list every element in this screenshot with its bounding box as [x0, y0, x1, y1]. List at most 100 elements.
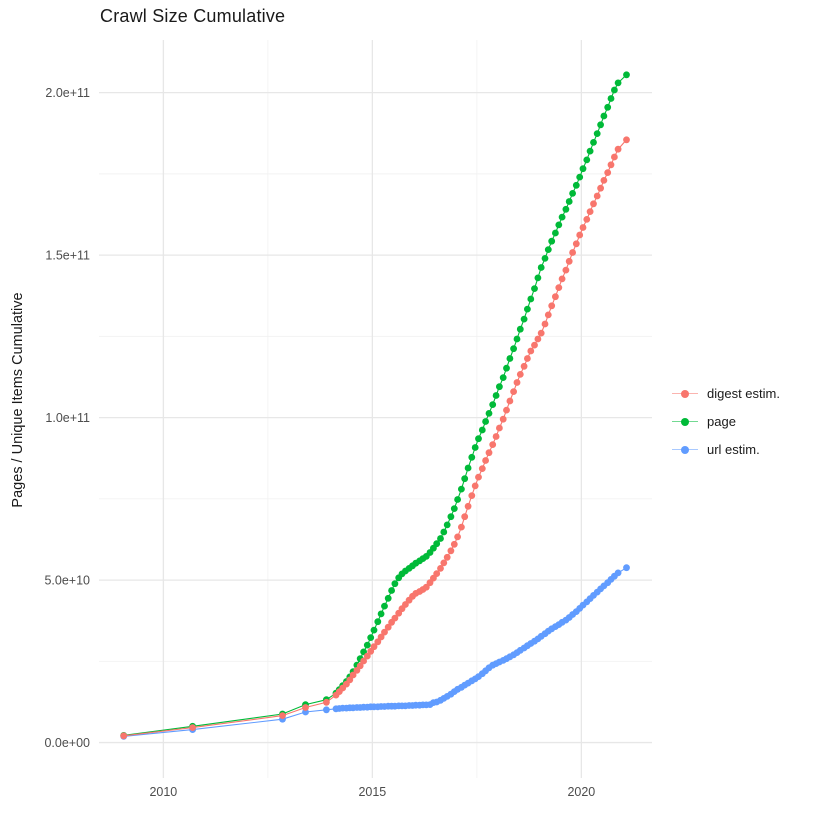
legend-key-url [672, 442, 698, 456]
data-point [370, 643, 378, 651]
data-point [499, 374, 507, 381]
data-point [583, 216, 591, 223]
data-point [579, 165, 587, 173]
data-point [531, 285, 538, 292]
data-point [597, 184, 604, 192]
data-point [440, 528, 448, 536]
data-point [482, 457, 489, 464]
data-point [510, 345, 517, 353]
data-point [447, 513, 455, 521]
data-point [586, 147, 594, 155]
data-point [552, 293, 559, 301]
data-point [572, 181, 580, 189]
data-point [443, 521, 451, 529]
data-point [492, 433, 500, 440]
data-point [562, 205, 570, 213]
data-point [478, 465, 486, 472]
data-point [475, 473, 482, 481]
y-tick-label: 0.0e+00 [44, 736, 90, 750]
data-point [527, 295, 535, 303]
data-point [349, 671, 357, 679]
data-point [555, 221, 563, 229]
legend-label: digest estim. [707, 385, 780, 401]
data-point [503, 406, 510, 414]
data-point [450, 540, 458, 548]
legend: digest estim. page url estim. [672, 379, 780, 463]
data-point [506, 355, 514, 362]
data-point [572, 240, 580, 248]
data-point [534, 274, 542, 282]
data-point [583, 156, 591, 164]
data-point [433, 570, 441, 577]
data-point [485, 410, 493, 417]
data-point [302, 704, 309, 711]
data-point [189, 724, 197, 731]
data-point [611, 153, 618, 161]
data-point [510, 388, 517, 395]
y-tick-label: 5.0e+10 [44, 574, 90, 588]
data-point [374, 618, 382, 626]
data-point [496, 424, 503, 432]
data-point [579, 224, 587, 231]
data-point [555, 284, 563, 291]
data-point [468, 492, 476, 499]
data-point [506, 397, 514, 405]
data-point [597, 121, 604, 129]
data-point [485, 449, 493, 457]
data-point [524, 355, 531, 362]
data-point [600, 177, 608, 184]
data-point [527, 347, 535, 355]
data-point [562, 266, 570, 274]
legend-point-swatch [681, 445, 689, 454]
data-point [458, 523, 465, 531]
y-tick-label: 2.0e+11 [45, 86, 90, 100]
data-point [443, 553, 451, 561]
data-point [513, 335, 521, 343]
series-line-page [123, 74, 627, 736]
data-point [377, 633, 385, 641]
data-point [384, 594, 392, 602]
data-point [437, 565, 444, 572]
data-point [565, 257, 573, 265]
data-point [496, 383, 503, 391]
data-point [541, 255, 549, 262]
legend-point-swatch [681, 417, 689, 426]
data-point [623, 71, 630, 79]
x-tick-label: 2015 [358, 785, 386, 799]
data-point [454, 533, 461, 541]
data-point [614, 569, 622, 577]
x-tick-label: 2020 [567, 785, 595, 799]
data-point [611, 86, 618, 94]
data-point [468, 453, 476, 461]
legend-label: url estim. [707, 441, 760, 457]
x-tick-label: 2010 [149, 785, 177, 799]
data-point [464, 464, 472, 472]
data-point [360, 657, 367, 665]
data-point [593, 192, 601, 200]
data-point [544, 246, 552, 254]
data-point [558, 275, 566, 283]
data-point [447, 547, 455, 555]
data-point [614, 145, 622, 153]
legend-key-page [672, 414, 698, 428]
data-point [120, 732, 128, 740]
data-point [440, 559, 448, 567]
legend-item-page: page [672, 407, 780, 435]
legend-label: page [707, 413, 736, 429]
data-point [604, 103, 612, 111]
data-point [363, 641, 371, 649]
data-point [391, 580, 399, 588]
data-point [541, 320, 549, 328]
data-point [370, 626, 378, 634]
data-point [492, 392, 500, 399]
data-point [623, 136, 630, 144]
data-point [384, 623, 392, 631]
data-point [614, 79, 622, 87]
data-point [437, 535, 444, 542]
series-line-url-estim- [123, 567, 627, 737]
data-point [607, 95, 615, 102]
data-point [356, 662, 364, 670]
data-point [433, 540, 441, 548]
data-point [461, 513, 469, 521]
